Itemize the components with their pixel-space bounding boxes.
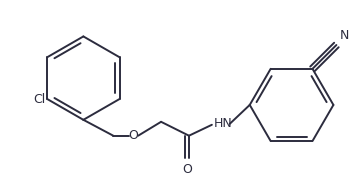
- Text: N: N: [340, 29, 349, 42]
- Text: Cl: Cl: [33, 93, 45, 106]
- Text: O: O: [182, 162, 192, 176]
- Text: O: O: [128, 129, 138, 142]
- Text: HN: HN: [214, 117, 233, 130]
